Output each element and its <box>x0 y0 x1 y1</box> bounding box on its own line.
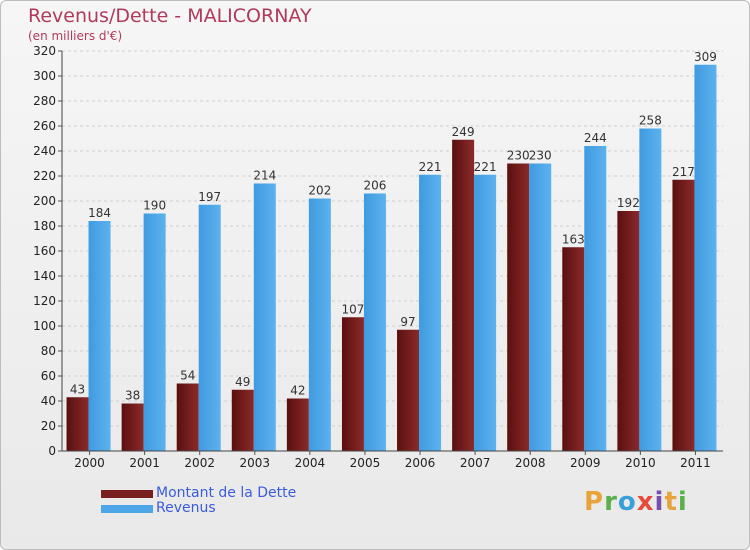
revenue-bar <box>198 204 221 451</box>
revenue-value-label: 206 <box>364 179 387 193</box>
revenue-bar <box>363 193 386 451</box>
x-tick-label: 2007 <box>460 456 491 470</box>
x-tick-label: 2002 <box>184 456 215 470</box>
y-tick-label: 200 <box>33 194 56 208</box>
revenue-value-label: 244 <box>584 131 607 145</box>
debt-value-label: 54 <box>180 369 195 383</box>
x-tick-label: 2011 <box>680 456 711 470</box>
y-tick-label: 160 <box>33 244 56 258</box>
y-tick-label: 320 <box>33 44 56 58</box>
revenue-bar <box>694 64 717 451</box>
debt-bar <box>231 389 254 451</box>
revenue-bar <box>529 163 552 451</box>
debt-value-label: 43 <box>70 382 85 396</box>
revenue-value-label: 230 <box>529 149 552 163</box>
logo-letter: x <box>636 487 655 517</box>
debt-value-label: 192 <box>617 196 640 210</box>
chart-subtitle: (en milliers d'€) <box>28 29 123 43</box>
legend-swatch-revenus <box>101 505 153 513</box>
y-tick-label: 120 <box>33 294 56 308</box>
legend-label-revenus: Revenus <box>156 500 216 516</box>
debt-bar <box>121 403 144 451</box>
debt-bar <box>286 398 309 451</box>
x-tick-label: 2008 <box>515 456 546 470</box>
debt-value-label: 217 <box>672 165 695 179</box>
debt-value-label: 97 <box>400 315 415 329</box>
revenue-bar <box>584 146 607 451</box>
y-tick-label: 300 <box>33 69 56 83</box>
revenue-bar <box>474 174 497 451</box>
logo-letter: i <box>654 487 665 517</box>
revenue-bar <box>143 213 166 451</box>
logo-letter: i <box>677 487 688 517</box>
chart-title: Revenus/Dette - MALICORNAY <box>28 5 312 27</box>
y-tick-label: 240 <box>33 144 56 158</box>
debt-value-label: 49 <box>235 375 250 389</box>
debt-bar <box>617 211 640 451</box>
y-tick-label: 0 <box>48 444 56 458</box>
debt-bar <box>397 329 420 451</box>
y-tick-label: 80 <box>41 344 56 358</box>
y-tick-label: 140 <box>33 269 56 283</box>
x-tick-label: 2004 <box>295 456 326 470</box>
logo-letter: P <box>584 487 605 517</box>
logo-letter: r <box>604 487 618 517</box>
debt-value-label: 38 <box>125 389 140 403</box>
revenue-bar <box>419 174 442 451</box>
y-tick-label: 220 <box>33 169 56 183</box>
debt-bar <box>562 247 585 451</box>
debt-value-label: 42 <box>290 384 305 398</box>
x-tick-label: 2006 <box>405 456 436 470</box>
debt-bar <box>341 317 364 451</box>
revenue-value-label: 221 <box>474 160 497 174</box>
y-tick-label: 40 <box>41 394 56 408</box>
debt-bar <box>672 179 695 451</box>
revenue-bar <box>88 221 111 451</box>
x-tick-label: 2003 <box>240 456 271 470</box>
proxiti-logo: Proxiti <box>584 487 688 517</box>
x-tick-label: 2010 <box>625 456 656 470</box>
debt-value-label: 107 <box>342 302 365 316</box>
debt-value-label: 230 <box>507 149 530 163</box>
x-tick-label: 2005 <box>350 456 381 470</box>
debt-bar <box>507 163 530 451</box>
revenue-value-label: 214 <box>253 169 276 183</box>
y-tick-label: 20 <box>41 419 56 433</box>
debt-bar <box>66 397 89 451</box>
revenue-value-label: 221 <box>419 160 442 174</box>
revenue-value-label: 197 <box>198 190 221 204</box>
legend-swatch-dette <box>101 490 153 498</box>
legend-label-dette: Montant de la Dette <box>156 485 297 501</box>
debt-value-label: 249 <box>452 125 475 139</box>
y-tick-label: 260 <box>33 119 56 133</box>
revenue-value-label: 309 <box>694 50 717 64</box>
y-tick-label: 280 <box>33 94 56 108</box>
revenue-value-label: 202 <box>308 184 331 198</box>
x-tick-label: 2000 <box>74 456 105 470</box>
y-tick-label: 180 <box>33 219 56 233</box>
y-tick-label: 60 <box>41 369 56 383</box>
revenue-value-label: 184 <box>88 206 111 220</box>
revenue-value-label: 190 <box>143 199 166 213</box>
x-tick-label: 2001 <box>129 456 160 470</box>
logo-letter: t <box>664 487 678 517</box>
y-tick-label: 100 <box>33 319 56 333</box>
debt-bar <box>176 383 199 451</box>
debt-bar <box>452 139 475 451</box>
debt-value-label: 163 <box>562 232 585 246</box>
logo-letter: o <box>617 487 637 517</box>
revenue-bar <box>639 128 662 451</box>
revenue-bar <box>253 183 276 451</box>
x-tick-label: 2009 <box>570 456 601 470</box>
revenue-bar <box>308 198 331 451</box>
revenue-value-label: 258 <box>639 114 662 128</box>
